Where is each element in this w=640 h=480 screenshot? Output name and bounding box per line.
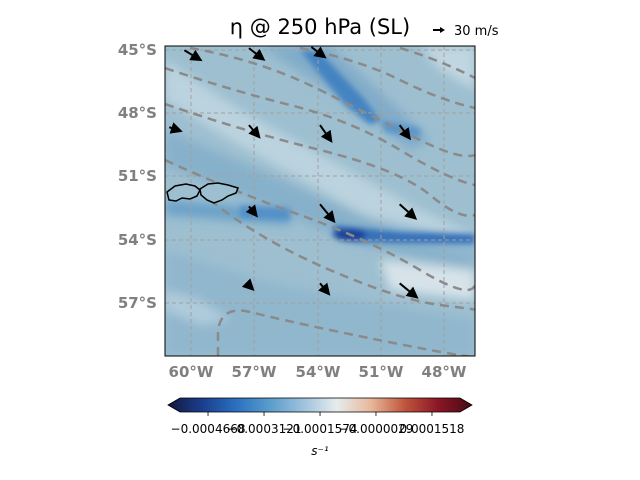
colorbar-tick-label: −0.0004668 <box>171 422 246 436</box>
colorbar-tick-label: −0.0003121 <box>227 422 302 436</box>
quiver-key: 30 m/s <box>433 24 499 39</box>
lon-tick-label: 51°W <box>359 363 404 381</box>
latitude-labels: 45°S 48°S 51°S 54°S 57°S <box>118 41 157 312</box>
falkland-islands-coastline <box>166 182 240 204</box>
quiver-key-arrowhead <box>440 27 445 33</box>
vorticity-extremes <box>240 50 475 244</box>
chart-title: η @ 250 hPa (SL) <box>230 15 410 39</box>
wind-vector-arrow <box>245 204 258 218</box>
lat-tick-label: 48°S <box>118 104 157 122</box>
longitude-labels: 60°W 57°W 54°W 51°W 48°W <box>169 363 467 381</box>
wind-vector-arrow <box>248 124 261 139</box>
east-falkland <box>199 182 240 204</box>
wind-vector-arrow <box>319 124 333 144</box>
wind-vector-arrow <box>398 203 418 220</box>
colorbar-ticks: −0.0004668−0.0003121−0.0001574−0.0000029… <box>171 412 465 436</box>
contour-7 <box>209 199 475 312</box>
wind-vector-arrow <box>399 282 419 299</box>
map-frame <box>164 45 476 357</box>
west-falkland <box>166 183 201 202</box>
wind-vector-arrow <box>318 282 331 296</box>
wind-vector-arrow <box>310 46 327 59</box>
wind-vectors <box>168 46 419 299</box>
map-panel <box>165 46 475 356</box>
lon-tick-label: 54°W <box>296 363 341 381</box>
contour-5 <box>299 46 475 110</box>
colorbar-bar <box>167 397 473 413</box>
wind-vector-arrow <box>183 49 203 62</box>
colorbar: −0.0004668−0.0003121−0.0001574−0.0000029… <box>167 397 473 458</box>
colorbar-tick-label: 0.0001518 <box>400 422 465 436</box>
colorbar-tick-label: −0.0001574 <box>283 422 358 436</box>
wind-vector-arrow <box>168 122 183 134</box>
contour-1 <box>165 66 475 187</box>
wind-vector-arrow <box>241 278 255 291</box>
lon-tick-label: 57°W <box>232 363 277 381</box>
contour-8 <box>216 309 475 356</box>
contour-2 <box>165 102 475 218</box>
colorbar-tick-label: −0.0000029 <box>338 422 413 436</box>
lon-tick-label: 48°W <box>422 363 467 381</box>
lat-tick-label: 54°S <box>118 231 157 249</box>
wind-vector-arrow <box>319 203 336 224</box>
lat-tick-label: 51°S <box>118 167 157 185</box>
contour-4 <box>189 46 475 158</box>
quiver-key-label: 30 m/s <box>454 24 499 39</box>
wind-vector-arrow <box>398 124 412 141</box>
lat-tick-label: 45°S <box>118 41 157 59</box>
wind-vector-arrow <box>248 47 266 61</box>
contour-6 <box>399 46 475 80</box>
lat-tick-label: 57°S <box>118 294 157 312</box>
colorbar-label: s⁻¹ <box>311 444 329 458</box>
lon-tick-label: 60°W <box>169 363 214 381</box>
